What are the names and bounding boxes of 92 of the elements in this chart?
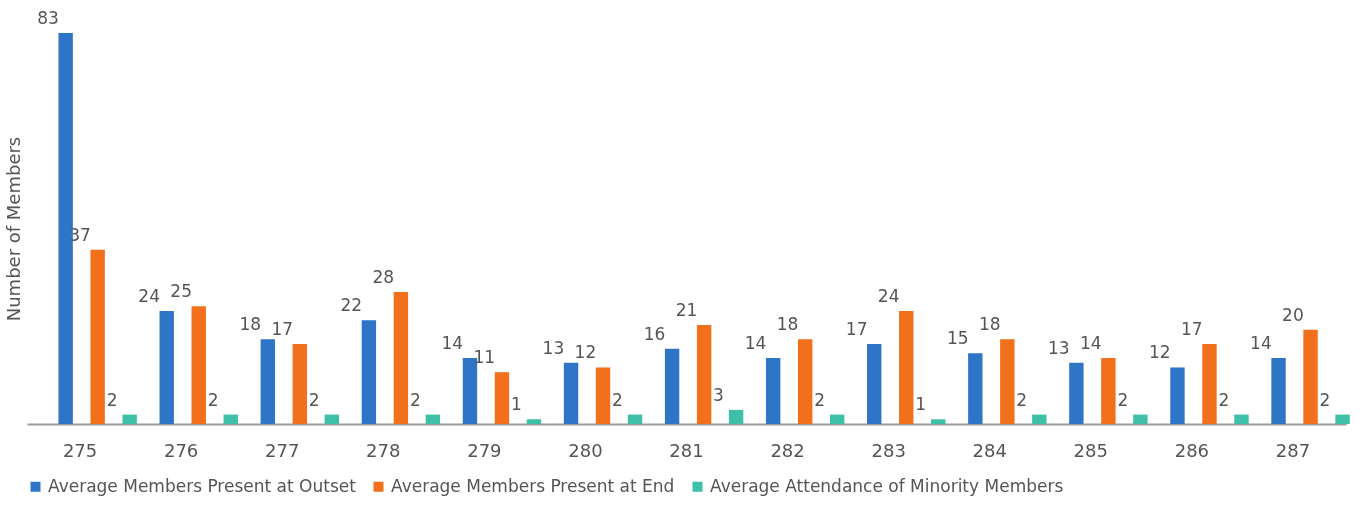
data-label: 17 [845,318,868,339]
data-label: 2 [1117,389,1129,410]
data-label: 14 [441,333,464,354]
bar [765,358,781,424]
bar [393,292,409,424]
data-label: 15 [946,328,969,349]
bar [696,325,712,424]
bar [90,249,105,424]
x-tick-label: 285 [1073,439,1108,461]
bar [1101,358,1116,424]
data-label: 2 [1218,389,1230,410]
bar [829,414,845,424]
data-label: 12 [1149,342,1171,363]
data-label: 28 [372,267,395,288]
bar [899,310,914,424]
bar [122,414,137,424]
data-label: 13 [1047,337,1070,358]
x-tick-label: 277 [265,439,300,461]
data-label: 12 [574,342,597,363]
data-label: 18 [776,314,799,335]
bar [526,419,542,424]
data-label: 21 [675,300,698,321]
legend-label: Average Attendance of Minority Members [710,475,1064,496]
data-label: 24 [138,285,160,306]
bar [159,310,174,424]
data-label: 16 [643,323,666,344]
bar [1234,414,1249,424]
x-tick-label: 286 [1174,439,1210,461]
data-label: 11 [473,347,496,368]
bar [361,320,377,424]
bar [324,414,340,424]
data-label: 1 [915,394,927,415]
data-label: 2 [308,389,320,410]
bar [968,353,983,424]
x-tick-label: 284 [972,439,1007,461]
x-tick-label: 280 [568,439,603,461]
bar [1133,414,1148,424]
bar [664,348,680,424]
data-label: 18 [978,314,1001,335]
x-tick-label: 287 [1275,439,1311,461]
x-tick-label: 279 [467,439,502,461]
data-label: 83 [37,8,59,28]
data-label: 2 [207,389,219,410]
x-tick-label: 283 [871,439,906,461]
data-label: 2 [106,389,118,410]
bar [260,339,276,424]
data-label: 18 [239,314,262,335]
data-label: 13 [542,337,565,358]
x-tick-label: 278 [366,439,401,461]
bar [563,362,579,424]
legend-label: Average Members Present at Outset [48,475,357,496]
data-label: 14 [1250,333,1272,354]
bar [1032,414,1047,424]
y-axis-title: Number of Members [2,136,24,322]
data-label: 2 [409,389,421,410]
data-label: 22 [340,295,363,316]
bar [1069,362,1084,424]
data-label: 20 [1282,304,1304,325]
data-label: 25 [170,281,192,302]
x-tick-label: 282 [770,439,805,461]
data-label: 3 [713,384,724,405]
bar [1170,367,1185,424]
bar [867,343,882,424]
bar [728,409,744,424]
data-label: 17 [1181,318,1203,339]
bar [797,339,813,424]
data-label: 24 [877,285,900,306]
x-tick-label: 276 [163,439,199,461]
bar [595,367,611,424]
bar [191,306,206,424]
data-label: 2 [612,389,623,410]
bar [292,343,308,424]
bar [1303,329,1318,424]
bar [1335,414,1350,424]
data-label: 17 [271,318,294,339]
data-label: 2 [814,389,825,410]
data-label: 14 [1079,333,1102,354]
data-label: 2 [1319,389,1331,410]
bar [494,372,510,424]
bar [223,414,238,424]
data-label: 14 [744,333,767,354]
x-tick-label: 281 [669,439,704,461]
bar [1271,358,1286,424]
legend-label: Average Members Present at End [391,475,675,496]
bar [627,414,643,424]
bar [1000,339,1015,424]
x-tick-label: 275 [62,439,98,461]
bar [425,414,441,424]
bar [931,419,946,424]
data-label: 1 [510,394,522,415]
bar [1202,343,1217,424]
data-label: 2 [1016,389,1028,410]
